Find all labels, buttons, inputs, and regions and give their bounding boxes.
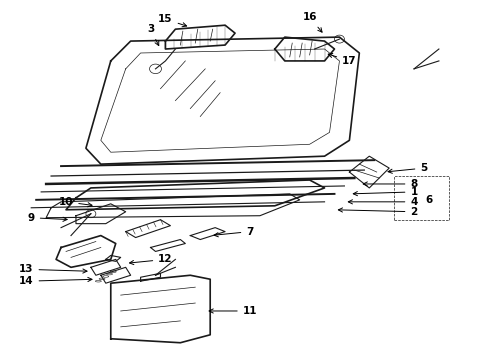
Text: 6: 6	[425, 195, 433, 205]
Text: 3: 3	[147, 24, 159, 46]
Text: 2: 2	[339, 207, 417, 217]
Text: 15: 15	[158, 14, 187, 27]
Text: 17: 17	[328, 53, 357, 66]
Text: 11: 11	[209, 306, 257, 316]
Text: 8: 8	[363, 179, 417, 189]
Text: 1: 1	[353, 187, 417, 197]
Text: 5: 5	[388, 163, 428, 173]
Text: 7: 7	[214, 226, 254, 237]
Text: 14: 14	[19, 276, 92, 286]
Text: 16: 16	[302, 12, 322, 32]
Text: 10: 10	[59, 197, 92, 207]
Text: 4: 4	[348, 197, 417, 207]
Text: 9: 9	[27, 213, 67, 223]
Text: 12: 12	[129, 255, 172, 265]
Text: 13: 13	[19, 264, 87, 274]
